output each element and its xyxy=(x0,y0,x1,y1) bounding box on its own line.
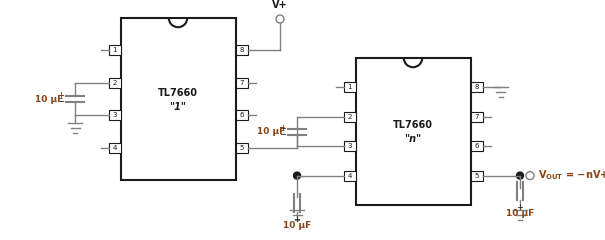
Text: $\mathbf{V_{OUT}}$ = −nV+: $\mathbf{V_{OUT}}$ = −nV+ xyxy=(538,169,605,182)
Text: 7: 7 xyxy=(474,114,479,120)
Text: 2: 2 xyxy=(347,114,352,120)
Bar xyxy=(108,110,120,120)
Text: −: − xyxy=(57,97,64,107)
Bar xyxy=(344,82,356,92)
Bar xyxy=(108,45,120,55)
Bar xyxy=(471,171,483,180)
Bar xyxy=(344,171,356,180)
Bar xyxy=(344,141,356,151)
Text: 10 µF: 10 µF xyxy=(34,95,63,103)
Text: 4: 4 xyxy=(347,173,352,179)
Text: +: + xyxy=(293,215,301,224)
Text: +: + xyxy=(57,91,64,101)
Bar xyxy=(471,112,483,122)
Bar xyxy=(108,78,120,88)
Text: V+: V+ xyxy=(272,0,288,10)
Text: −: − xyxy=(279,130,286,139)
Text: 4: 4 xyxy=(113,144,117,151)
Text: +: + xyxy=(517,203,523,212)
Bar xyxy=(120,18,235,180)
Text: 6: 6 xyxy=(239,112,244,118)
Text: 7: 7 xyxy=(239,80,244,86)
Text: 10 µF: 10 µF xyxy=(283,221,311,230)
Bar xyxy=(471,141,483,151)
Bar xyxy=(235,110,247,120)
Text: 10 µF: 10 µF xyxy=(257,127,285,136)
Text: 3: 3 xyxy=(347,143,352,149)
Text: 5: 5 xyxy=(474,173,479,179)
Bar xyxy=(235,78,247,88)
Text: 5: 5 xyxy=(240,144,244,151)
Circle shape xyxy=(293,172,301,179)
Text: "n": "n" xyxy=(404,134,422,144)
Text: 1: 1 xyxy=(347,84,352,90)
Text: TL7660: TL7660 xyxy=(393,120,433,131)
Text: 10 µF: 10 µF xyxy=(506,209,534,218)
Text: 1: 1 xyxy=(113,48,117,54)
Text: 8: 8 xyxy=(239,48,244,54)
Bar xyxy=(344,112,356,122)
Text: 6: 6 xyxy=(474,143,479,149)
Bar xyxy=(235,45,247,55)
Bar xyxy=(108,143,120,153)
Text: 8: 8 xyxy=(474,84,479,90)
Bar xyxy=(471,82,483,92)
Bar xyxy=(356,58,471,205)
Bar xyxy=(235,143,247,153)
Text: "1": "1" xyxy=(169,102,186,112)
Text: TL7660: TL7660 xyxy=(158,88,198,98)
Text: +: + xyxy=(279,124,286,133)
Text: 2: 2 xyxy=(113,80,117,86)
Text: 3: 3 xyxy=(113,112,117,118)
Circle shape xyxy=(517,172,523,179)
